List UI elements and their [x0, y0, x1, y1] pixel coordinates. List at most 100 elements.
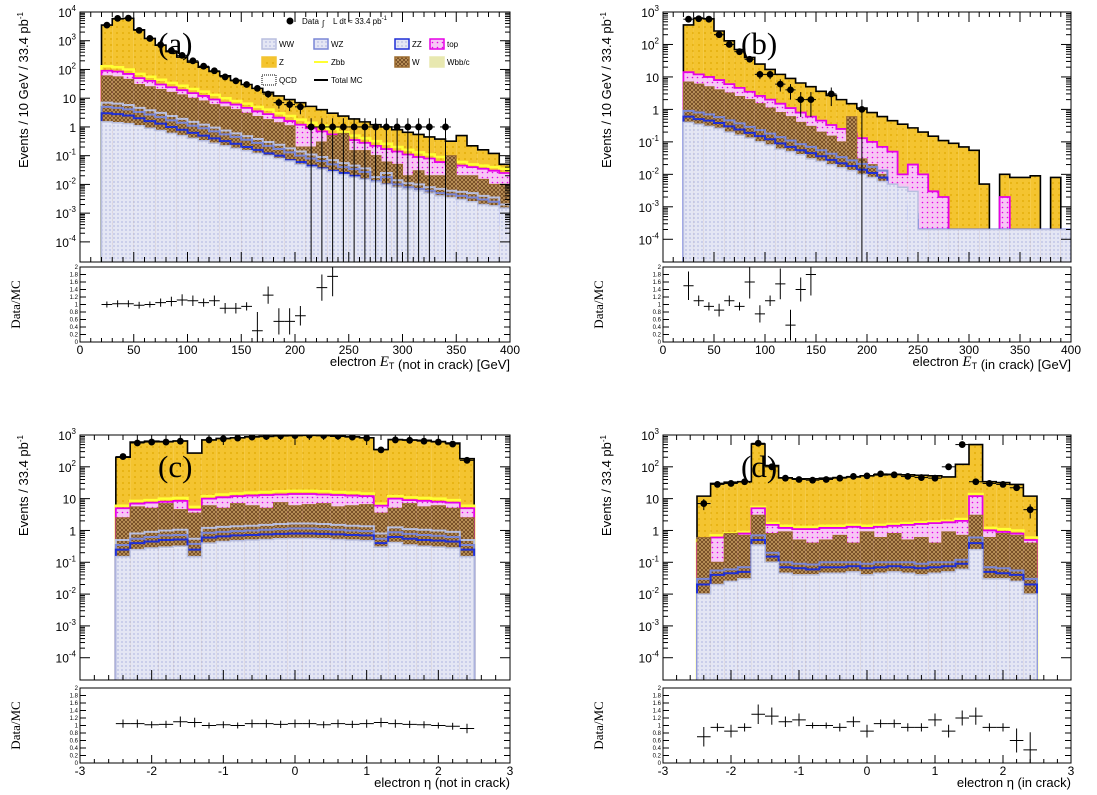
- x-axis-title-xlabel_var: E: [961, 354, 971, 370]
- data-point: [221, 73, 229, 81]
- ratio-points: [683, 267, 816, 341]
- y-tick-label: 10-2: [56, 176, 77, 192]
- ratio-tick-label: 1.6: [70, 701, 79, 707]
- bar-ww: [792, 574, 806, 680]
- data-point: [918, 474, 925, 481]
- data-point: [766, 70, 774, 78]
- data-point: [685, 15, 692, 23]
- ratio-tick-label: 1.4: [653, 709, 662, 715]
- x-tick-label: 50: [707, 343, 721, 357]
- y-tick-label: 1: [652, 103, 659, 117]
- series-wz: [114, 527, 476, 680]
- bar-ww: [445, 548, 460, 680]
- outline-ww: [696, 544, 1038, 680]
- series-ww: [696, 544, 1038, 680]
- bar-ww: [488, 205, 500, 262]
- y-tick-label: 10-1: [56, 554, 77, 570]
- ratio-tick-label: 0.2: [653, 333, 662, 339]
- x-tick-label: -3: [75, 764, 86, 778]
- data-point: [425, 123, 433, 131]
- legend-label-zbb: Zbb: [331, 58, 345, 67]
- y-axis-title-text: Events / 10 GeV / 33.4 pb: [599, 19, 614, 168]
- data-point: [350, 123, 358, 131]
- data-point: [756, 70, 764, 78]
- x-tick-label: 3: [507, 764, 514, 778]
- legend-label-z: Z: [279, 58, 284, 67]
- ratio-tick-label: 1.2: [653, 295, 662, 301]
- y-axis-title: Events / 33.4 pb-1: [16, 434, 31, 536]
- y-tick-label: 10-2: [639, 166, 660, 182]
- x-tick-label: -1: [218, 764, 229, 778]
- y-axis-title-sup: -1: [599, 434, 608, 442]
- bar-ww: [873, 573, 888, 680]
- data-point: [972, 478, 980, 486]
- outline-zz: [114, 532, 476, 680]
- bar-ww: [431, 547, 446, 680]
- data-point: [807, 96, 815, 104]
- bar-ww: [901, 573, 915, 680]
- data-point: [103, 21, 111, 29]
- data-point: [695, 15, 703, 23]
- data-point: [167, 47, 175, 55]
- y-tick-label: 103: [58, 427, 76, 443]
- data-points: [101, 14, 451, 262]
- y-tick-label: 10-1: [639, 134, 660, 150]
- legend-label-wbb: Wbb/c: [447, 58, 470, 67]
- data-point: [822, 476, 830, 483]
- bar-ww: [846, 571, 861, 680]
- bar-total: [1030, 175, 1041, 262]
- bar-ww: [958, 229, 969, 262]
- bar-ww: [816, 161, 827, 262]
- bar-ww: [1023, 594, 1037, 680]
- ratio-tick-label: 1.6: [70, 280, 79, 286]
- y-tick-label: 1: [652, 524, 659, 538]
- data-point: [307, 123, 315, 131]
- legend-label-qcd: QCD: [279, 76, 297, 85]
- x-axis-title-xlabel_pre: electron η (not in crack): [374, 775, 510, 790]
- x-tick-label: 300: [959, 343, 979, 357]
- data-point: [243, 81, 251, 88]
- data-point: [727, 480, 735, 487]
- y-tick-label: 102: [58, 61, 76, 77]
- data-point: [809, 476, 816, 484]
- data-point: [406, 436, 414, 444]
- data-point: [1026, 506, 1034, 514]
- y-tick-label: 10-2: [639, 586, 660, 602]
- series-wz: [696, 534, 1038, 680]
- bar-ww: [123, 123, 134, 262]
- ratio-tick-label: 1.8: [653, 694, 662, 700]
- data-point: [135, 26, 143, 34]
- x-axis-title-xlabel_post: (in crack) [GeV]: [977, 357, 1071, 372]
- bar-ww: [969, 549, 983, 680]
- data-point: [176, 437, 184, 445]
- bar-ww: [969, 229, 980, 262]
- x-tick-label: 250: [339, 343, 359, 357]
- y-tick-label: 10: [646, 493, 660, 507]
- data-points: [683, 15, 867, 262]
- bar-ww: [201, 543, 217, 680]
- data-point: [725, 41, 733, 48]
- data-point: [904, 472, 912, 480]
- y-tick-label: 10: [63, 493, 77, 507]
- x-tick-label: -2: [146, 764, 157, 778]
- panel-tag: (c): [158, 449, 192, 484]
- outline-zbb: [114, 489, 476, 680]
- data-point: [715, 31, 723, 39]
- bar-ww: [714, 128, 725, 262]
- legend-data-marker: [286, 17, 294, 25]
- y-tick-label: 10-3: [56, 618, 77, 634]
- bar-ww: [744, 138, 755, 262]
- bar-ww: [765, 145, 776, 262]
- x-tick-label: 150: [806, 343, 826, 357]
- bar-ww: [1020, 229, 1031, 262]
- ratio-tick-label: 0: [75, 340, 79, 346]
- bar-ww: [996, 578, 1010, 680]
- data-point: [420, 437, 428, 445]
- legend-swatch-ww: [261, 38, 277, 50]
- ratio-tick-label: 0.4: [653, 746, 662, 752]
- x-tick-label: 0: [864, 764, 871, 778]
- legend-label-total: Total MC: [331, 76, 363, 85]
